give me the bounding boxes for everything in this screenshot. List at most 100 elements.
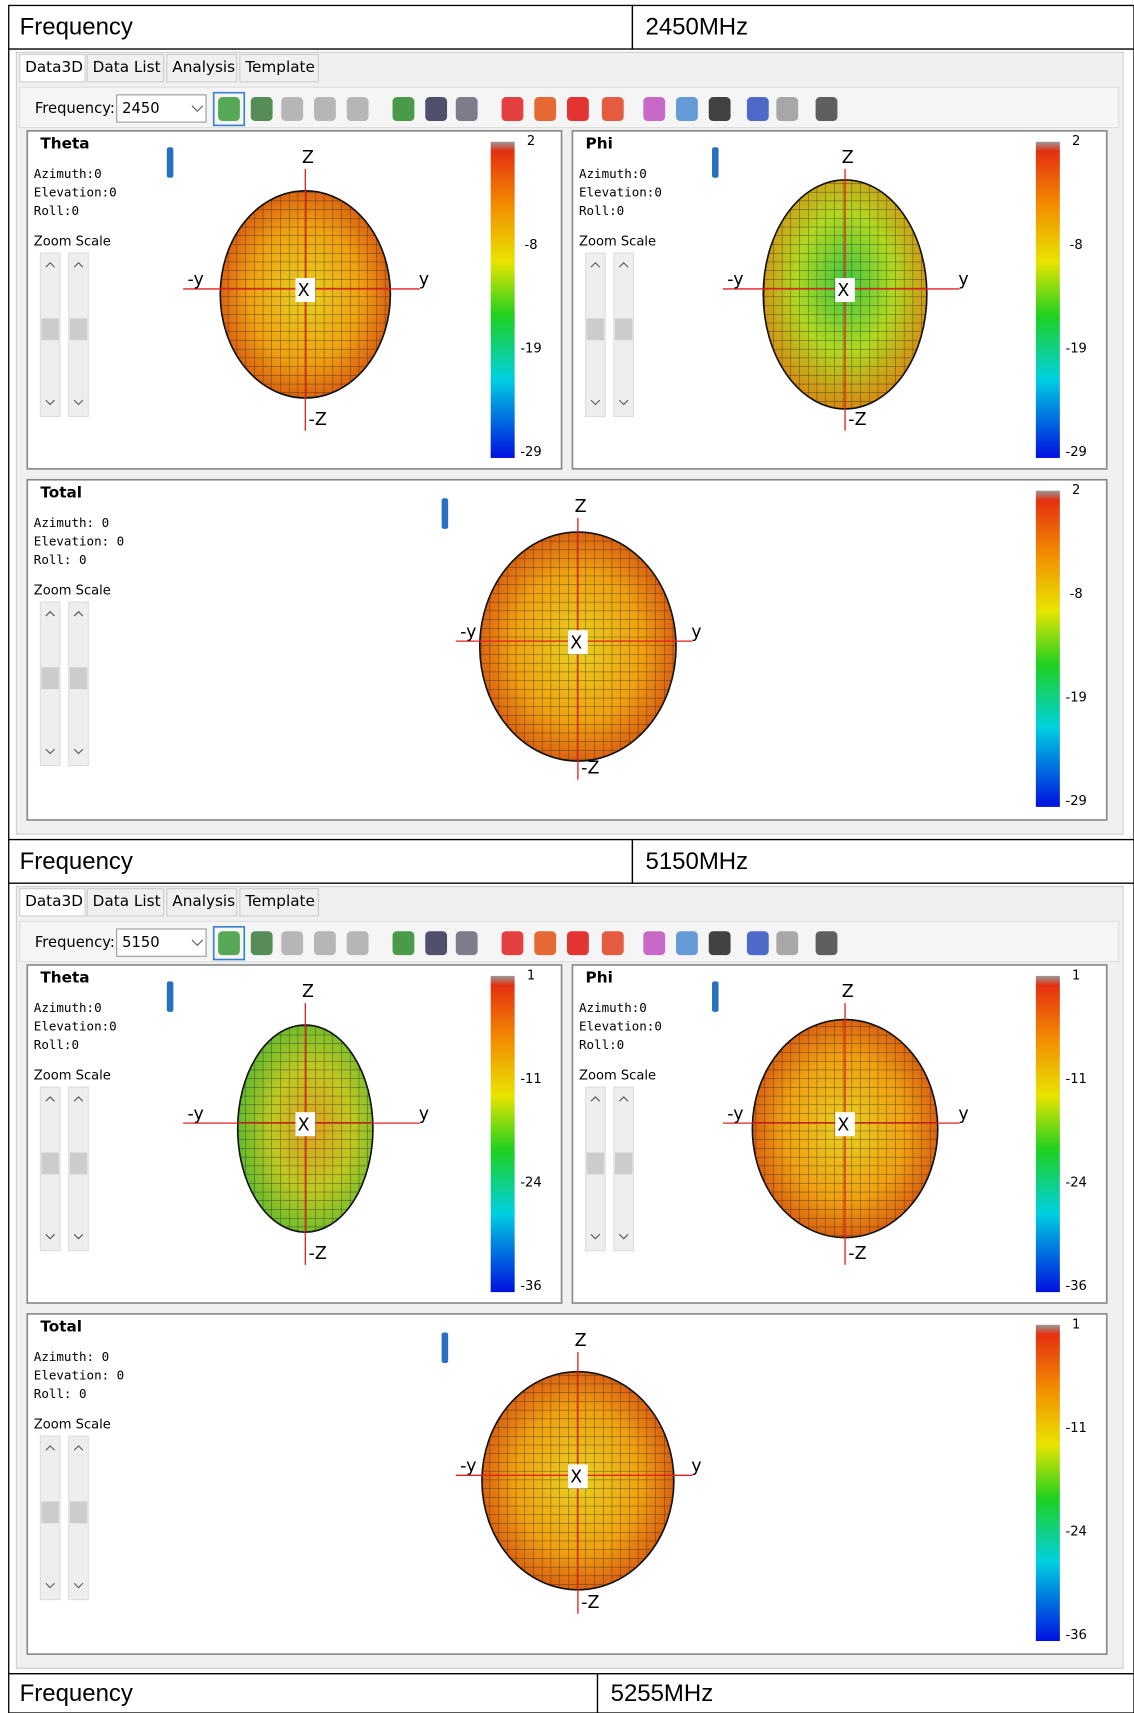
tab[interactable] bbox=[19, 888, 86, 917]
toolbar-icon[interactable] bbox=[501, 931, 524, 956]
toolbar-icon[interactable] bbox=[501, 97, 524, 122]
toolbar-icon[interactable] bbox=[455, 97, 478, 122]
toolbar-icon[interactable] bbox=[534, 97, 557, 122]
axis-label: y bbox=[691, 1457, 701, 1477]
roll: Roll: 0 bbox=[34, 552, 87, 567]
colorbar-tick-label: 2 bbox=[1072, 134, 1080, 149]
toolbar-icon[interactable] bbox=[708, 97, 731, 122]
toolbar-icon[interactable] bbox=[567, 931, 589, 956]
combo-arrow bbox=[191, 939, 204, 947]
toolbar-icon[interactable] bbox=[815, 97, 838, 122]
toolbar-icon[interactable] bbox=[676, 97, 698, 122]
azimuth: Azimuth:0 bbox=[34, 166, 102, 181]
toolbar-icon[interactable] bbox=[534, 931, 557, 956]
software-screenshot: Data3D Data List Analysis Template Frequency… bbox=[8, 48, 1134, 841]
toolbar-icon[interactable] bbox=[392, 931, 415, 956]
toolbar-icon[interactable] bbox=[708, 931, 731, 956]
elevation: Elevation:0 bbox=[579, 1019, 662, 1034]
toolbar-icon[interactable] bbox=[776, 931, 799, 956]
orientation-icon bbox=[712, 147, 719, 178]
axis-label: -Z bbox=[309, 1244, 327, 1264]
roll: Roll:0 bbox=[34, 1037, 79, 1052]
toolbar-icon[interactable] bbox=[643, 931, 666, 956]
colorbar-tick-label: 1 bbox=[1072, 1317, 1080, 1332]
orientation-icon bbox=[166, 981, 174, 1012]
toolbar-icon[interactable] bbox=[314, 97, 336, 122]
tab-label: Analysis bbox=[172, 58, 235, 76]
toolbar-icon[interactable] bbox=[425, 97, 448, 122]
view-3d: Total Azimuth: 0 Elevation: 0 Roll: 0 Zoom S… bbox=[26, 1313, 1108, 1655]
toolbar-icon[interactable] bbox=[250, 97, 273, 122]
slider-thumb bbox=[586, 1152, 605, 1175]
x-marker-bg bbox=[568, 1464, 588, 1489]
colorbar-tick-label: 1 bbox=[1072, 968, 1080, 983]
toolbar-icon[interactable] bbox=[250, 931, 273, 956]
frequency-combo[interactable] bbox=[116, 928, 207, 957]
x-marker-bg bbox=[295, 1112, 316, 1137]
slider-up bbox=[45, 610, 55, 617]
azimuth: Azimuth:0 bbox=[579, 166, 647, 181]
toolbar-icon[interactable] bbox=[346, 97, 369, 122]
tab[interactable] bbox=[86, 888, 165, 917]
axis-label: y bbox=[958, 270, 968, 290]
toolbar-icon[interactable] bbox=[601, 931, 624, 956]
axis-label: -y bbox=[727, 270, 743, 290]
toolbar-icon[interactable] bbox=[601, 97, 624, 122]
tab[interactable] bbox=[166, 888, 238, 917]
toolbar-icon[interactable] bbox=[455, 931, 478, 956]
toolbar-icon[interactable] bbox=[746, 931, 769, 956]
colorbar-tick-label: -36 bbox=[1066, 1279, 1087, 1294]
tab-label: Template bbox=[244, 892, 315, 910]
tab[interactable] bbox=[239, 888, 319, 917]
toolbar-icon[interactable] bbox=[425, 931, 448, 956]
slider-down bbox=[45, 399, 55, 406]
slider-thumb bbox=[614, 318, 633, 341]
toolbar-icon[interactable] bbox=[643, 97, 666, 122]
colorbar-tick-label: -11 bbox=[520, 1072, 541, 1087]
elevation: Elevation:0 bbox=[579, 184, 662, 199]
toolbar-icon[interactable] bbox=[815, 931, 838, 956]
frequency-label: Frequency bbox=[20, 848, 133, 875]
slider-down bbox=[73, 1582, 84, 1589]
toolbar-icon[interactable] bbox=[746, 97, 769, 122]
combo-arrow bbox=[191, 105, 204, 112]
frequency-value: 2450MHz bbox=[646, 14, 749, 41]
slider-thumb bbox=[69, 1152, 88, 1175]
tab[interactable] bbox=[19, 53, 86, 83]
view-title: Phi bbox=[586, 969, 613, 987]
frequency-combo-value: 2450 bbox=[122, 100, 159, 117]
tab[interactable] bbox=[166, 53, 238, 83]
frequency-combo[interactable] bbox=[116, 94, 207, 123]
toolbar-icon[interactable] bbox=[314, 931, 336, 956]
toolbar-icon[interactable] bbox=[281, 931, 304, 956]
axis-label: X bbox=[298, 281, 310, 301]
toolbar-icon[interactable] bbox=[281, 97, 304, 122]
slider-down bbox=[45, 1582, 55, 1589]
axis-label: -y bbox=[188, 1104, 204, 1124]
tab[interactable] bbox=[239, 53, 319, 83]
tab-label: Template bbox=[244, 58, 315, 76]
toolbar-icon[interactable] bbox=[676, 931, 698, 956]
toolbar-icon[interactable] bbox=[346, 931, 369, 956]
zoom-scale-label: Zoom Scale bbox=[34, 1418, 111, 1433]
colorbar-tick-label: -29 bbox=[1066, 445, 1087, 460]
tab[interactable] bbox=[86, 53, 165, 83]
view-title: Theta bbox=[40, 969, 89, 987]
slider-thumb bbox=[69, 667, 88, 690]
toolbar-icon[interactable] bbox=[218, 931, 240, 956]
elevation: Elevation:0 bbox=[34, 1019, 117, 1034]
slider-up bbox=[618, 1096, 629, 1102]
view-3d: Phi Azimuth:0 Elevation:0 Roll:0 Zoom Scale Z… bbox=[571, 130, 1108, 470]
slider-down bbox=[73, 748, 84, 755]
slider-thumb bbox=[41, 667, 59, 690]
table-cell bbox=[631, 838, 1134, 884]
toolbar-icon[interactable] bbox=[776, 97, 799, 122]
axis-label: -Z bbox=[309, 410, 327, 430]
axis-label: Z bbox=[842, 982, 854, 1002]
toolbar-icon[interactable] bbox=[392, 97, 415, 122]
colorbar-tick-label: 1 bbox=[527, 968, 535, 983]
toolbar-icon[interactable] bbox=[218, 97, 240, 122]
toolbar-icon[interactable] bbox=[567, 97, 589, 122]
x-marker-bg bbox=[835, 278, 855, 303]
